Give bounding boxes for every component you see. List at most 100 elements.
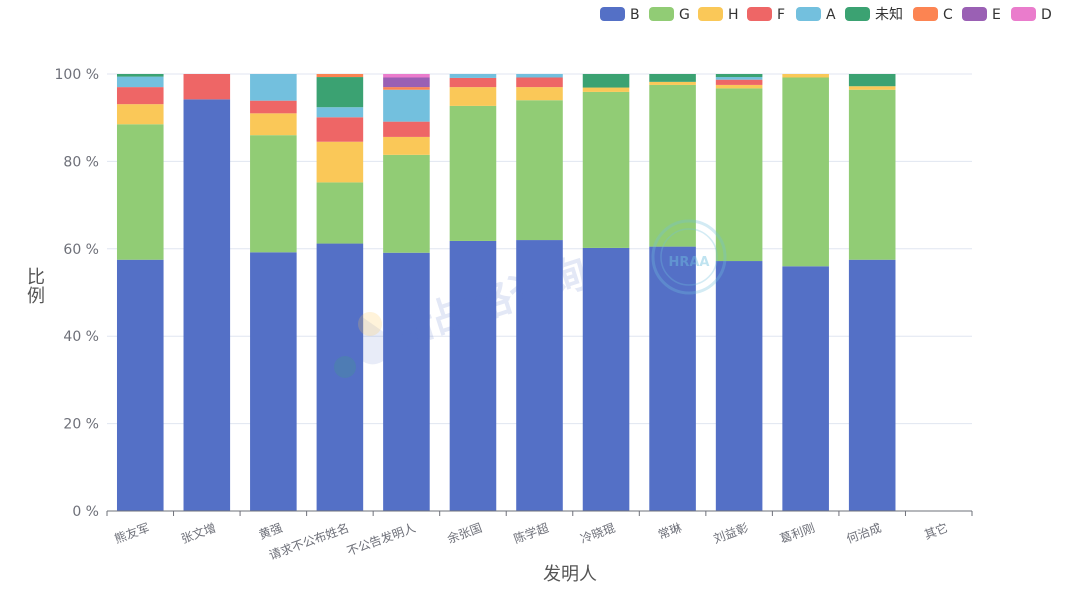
bar-segment[interactable] xyxy=(383,154,430,253)
bar-segment[interactable] xyxy=(449,77,497,88)
bar-segment[interactable] xyxy=(449,240,497,511)
bar-segment[interactable] xyxy=(649,74,696,82)
bar-segment[interactable] xyxy=(383,121,430,137)
bar-segment[interactable] xyxy=(715,88,763,262)
legend-label: G xyxy=(679,7,690,23)
bar-segment[interactable] xyxy=(250,252,297,511)
bar-segment[interactable] xyxy=(582,74,630,88)
x-tick-label: 不公告发明人 xyxy=(345,520,418,559)
bar-segment[interactable] xyxy=(316,74,364,78)
bar-segment[interactable] xyxy=(582,91,630,248)
x-tick-label: 余张国 xyxy=(445,520,484,546)
bar-segment[interactable] xyxy=(116,124,164,260)
legend-item[interactable]: C xyxy=(913,7,953,23)
legend-item[interactable]: E xyxy=(962,7,1001,23)
bar-segment[interactable] xyxy=(715,84,763,89)
y-axis-title: 比例 xyxy=(27,267,45,307)
y-tick-label: 20 % xyxy=(63,417,99,433)
legend[interactable]: B G H F A 未知 C E D xyxy=(600,6,1052,23)
bar-segment[interactable] xyxy=(715,261,763,511)
legend-item[interactable]: D xyxy=(1011,7,1052,23)
bar-segment[interactable] xyxy=(848,74,896,87)
x-tick-label: 其它 xyxy=(922,520,950,542)
bar-segment[interactable] xyxy=(516,87,563,101)
bar-segment[interactable] xyxy=(316,182,364,244)
bar-segment[interactable] xyxy=(782,77,829,267)
legend-item[interactable]: B xyxy=(600,7,640,23)
legend-label: A xyxy=(826,7,836,23)
bars xyxy=(116,74,896,512)
bar-segment[interactable] xyxy=(250,100,297,114)
bar-segment[interactable] xyxy=(383,74,430,78)
bar-segment[interactable] xyxy=(316,77,364,108)
bar-segment[interactable] xyxy=(383,77,430,88)
y-tick-label: 100 % xyxy=(55,67,99,83)
legend-label: H xyxy=(728,7,739,23)
legend-label: C xyxy=(943,7,953,23)
bar-segment[interactable] xyxy=(383,89,430,122)
bar-segment[interactable] xyxy=(383,252,430,511)
bar-segment[interactable] xyxy=(782,266,829,511)
bar-segment[interactable] xyxy=(782,74,829,78)
bar-segment[interactable] xyxy=(715,77,763,80)
bar-segment[interactable] xyxy=(250,113,297,136)
bar-segment[interactable] xyxy=(116,74,164,77)
bar-segment[interactable] xyxy=(449,74,497,78)
legend-item[interactable]: 未知 xyxy=(845,6,903,23)
legend-swatch xyxy=(649,7,674,21)
bar-segment[interactable] xyxy=(848,259,896,511)
x-tick-label: 冷晓琨 xyxy=(578,521,617,546)
legend-swatch xyxy=(600,7,625,21)
bar-segment[interactable] xyxy=(116,87,164,105)
bar-segment[interactable] xyxy=(250,74,297,101)
bar-segment[interactable] xyxy=(183,99,231,511)
watermark-seal-icon: HRAA xyxy=(651,219,727,295)
bar-segment[interactable] xyxy=(848,86,896,90)
bar-segment[interactable] xyxy=(582,87,630,92)
legend-item[interactable]: A xyxy=(796,7,836,23)
bar-segment[interactable] xyxy=(383,87,430,90)
y-tick-label: 40 % xyxy=(63,329,99,345)
bar-segment[interactable] xyxy=(449,105,497,241)
bar-segment[interactable] xyxy=(449,87,497,106)
bar-segment[interactable] xyxy=(316,243,364,511)
legend-item[interactable]: G xyxy=(649,7,690,23)
bar-segment[interactable] xyxy=(316,117,364,142)
y-tick-label: 80 % xyxy=(63,154,99,170)
legend-label: 未知 xyxy=(875,6,903,23)
x-tick-label: 熊友军 xyxy=(112,520,151,546)
bar-segment[interactable] xyxy=(516,74,563,78)
bar-segment[interactable] xyxy=(316,107,364,118)
legend-item[interactable]: F xyxy=(747,7,785,23)
bar-segment[interactable] xyxy=(116,104,164,125)
bar-segment[interactable] xyxy=(316,141,364,183)
legend-swatch xyxy=(913,7,938,21)
watermark-logo-icon xyxy=(325,307,391,378)
y-tick-label: 60 % xyxy=(63,242,99,258)
bar-segment[interactable] xyxy=(516,77,563,88)
bar-segment[interactable] xyxy=(250,135,297,253)
bar-segment[interactable] xyxy=(183,74,231,100)
x-axis-title: 发明人 xyxy=(543,564,597,585)
bar-segment[interactable] xyxy=(516,100,563,241)
bar-segment[interactable] xyxy=(649,84,696,247)
bar-segment[interactable] xyxy=(715,74,763,78)
bar-segment[interactable] xyxy=(383,136,430,155)
legend-swatch xyxy=(698,7,723,21)
y-tick-label: 0 % xyxy=(72,504,99,520)
x-tick-label: 常琳 xyxy=(656,521,683,542)
bar-segment[interactable] xyxy=(715,79,763,85)
bar-segment[interactable] xyxy=(116,259,164,511)
bar-segment[interactable] xyxy=(848,89,896,260)
bar-segment[interactable] xyxy=(516,240,563,511)
bar-segment[interactable] xyxy=(116,76,164,88)
legend-item[interactable]: H xyxy=(698,7,739,23)
bar-segment[interactable] xyxy=(649,81,696,85)
watermark-badge-text: HRAA xyxy=(668,255,709,270)
legend-label: B xyxy=(630,7,640,23)
bar-segment[interactable] xyxy=(649,246,696,512)
bar-segment[interactable] xyxy=(582,247,630,511)
legend-swatch xyxy=(1011,7,1036,21)
